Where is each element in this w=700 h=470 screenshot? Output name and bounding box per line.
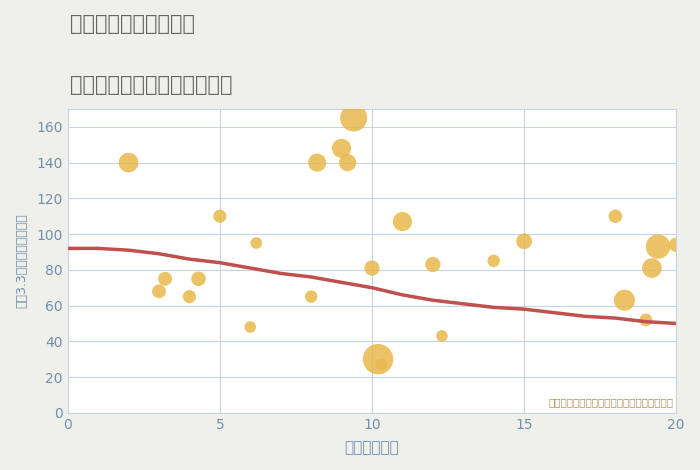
- Point: [312, 159, 323, 166]
- Y-axis label: 坪（3.3㎡）単価（万円）: 坪（3.3㎡）単価（万円）: [15, 213, 28, 308]
- Text: 奈良県奈良市敷島町の: 奈良県奈良市敷島町の: [70, 14, 195, 34]
- Point: [427, 261, 438, 268]
- Point: [214, 212, 225, 220]
- X-axis label: 駅距離（分）: 駅距離（分）: [344, 440, 399, 455]
- Point: [488, 257, 499, 265]
- Point: [640, 316, 652, 324]
- Point: [251, 239, 262, 247]
- Point: [305, 293, 316, 300]
- Point: [677, 361, 688, 368]
- Text: 駅距離別中古マンション価格: 駅距離別中古マンション価格: [70, 75, 232, 95]
- Point: [646, 264, 657, 272]
- Point: [436, 332, 447, 340]
- Point: [336, 145, 347, 152]
- Point: [160, 275, 171, 282]
- Point: [184, 293, 195, 300]
- Point: [366, 264, 377, 272]
- Point: [123, 159, 134, 166]
- Point: [671, 241, 682, 249]
- Point: [619, 297, 630, 304]
- Point: [193, 275, 204, 282]
- Text: 円の大きさは、取引のあった物件面積を示す: 円の大きさは、取引のあった物件面積を示す: [548, 398, 673, 407]
- Point: [519, 237, 530, 245]
- Point: [375, 361, 386, 368]
- Point: [245, 323, 256, 331]
- Point: [348, 114, 359, 122]
- Point: [153, 288, 164, 295]
- Point: [610, 212, 621, 220]
- Point: [372, 355, 384, 363]
- Point: [652, 243, 664, 251]
- Point: [397, 218, 408, 225]
- Point: [342, 159, 354, 166]
